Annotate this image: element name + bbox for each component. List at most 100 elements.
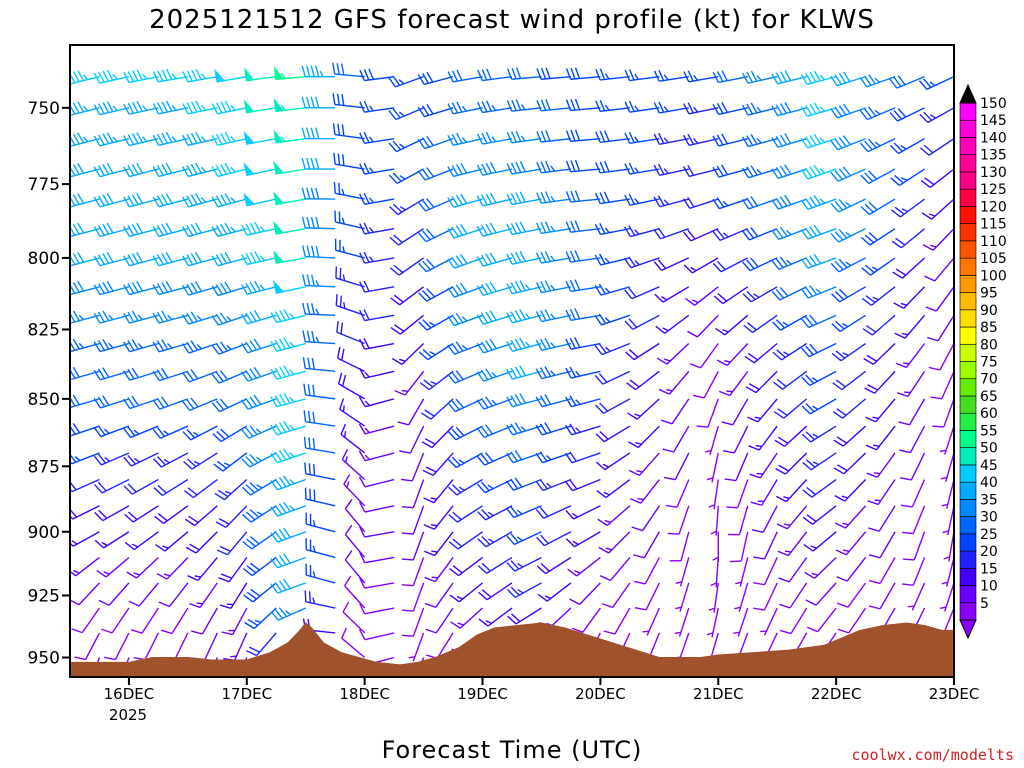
wind-barb: [537, 582, 572, 602]
wind-barb: [942, 505, 954, 536]
wind-barb: [124, 531, 159, 551]
wind-barb: [774, 425, 808, 447]
wind-barb: [212, 425, 248, 443]
wind-barb: [70, 608, 71, 610]
wind-barb: [535, 505, 572, 519]
wind-barbs-layer: [70, 62, 954, 677]
wind-barb: [270, 475, 306, 491]
wind-barb: [420, 398, 454, 420]
wind-barb: [399, 425, 425, 454]
wind-barb: [708, 582, 719, 613]
wind-barb: [336, 320, 365, 345]
wind-barb: [926, 314, 954, 342]
wind-barb: [712, 164, 748, 178]
wind-barb: [419, 370, 454, 391]
wind-barb: [71, 607, 101, 634]
wind-barb: [344, 499, 366, 533]
plot-frame: [69, 44, 955, 678]
wind-barb: [124, 505, 159, 523]
wind-barb: [742, 286, 778, 303]
wind-barb: [187, 557, 218, 582]
wind-barb: [833, 425, 867, 447]
wind-barb: [771, 226, 807, 241]
wind-barb: [152, 162, 189, 178]
wind-barb: [305, 512, 336, 533]
y-tick-label: 875: [28, 457, 60, 477]
wind-barb: [401, 607, 425, 637]
wind-barb: [866, 452, 896, 478]
wind-barb: [653, 69, 689, 82]
wind-barb: [240, 280, 277, 295]
wind-barb: [123, 251, 159, 267]
wind-barb: [358, 450, 395, 462]
wind-barb: [860, 228, 896, 246]
wind-barb: [152, 280, 189, 296]
colorbar-label: 90: [980, 303, 998, 319]
wind-barb: [98, 582, 130, 606]
wind-barb: [273, 129, 306, 144]
wind-barb: [595, 68, 630, 81]
chart-title: 2025121512 GFS forecast wind profile (kt…: [149, 5, 875, 35]
wind-barb: [449, 556, 483, 577]
wind-barb: [123, 478, 159, 495]
wind-barb: [340, 423, 366, 454]
wind-barb: [94, 505, 130, 522]
colorbar-swatch: [959, 499, 977, 517]
wind-barb: [805, 582, 837, 606]
wind-barb: [273, 160, 306, 175]
wind-barb: [741, 134, 778, 148]
wind-barb: [214, 68, 247, 83]
wind-barb: [802, 505, 837, 525]
wind-barb: [448, 531, 483, 550]
wind-barb: [359, 280, 395, 293]
wind-barb: [868, 505, 896, 532]
wind-barb: [830, 198, 866, 213]
wind-barb: [359, 100, 395, 113]
wind-barb: [123, 193, 159, 208]
wind-barb: [182, 193, 218, 208]
wind-barb: [535, 366, 572, 380]
wind-barb: [70, 371, 71, 373]
wind-barb: [477, 531, 513, 548]
wind-barb: [477, 100, 513, 114]
wind-barb: [397, 398, 425, 426]
wind-barb: [595, 425, 631, 443]
wind-barb: [390, 314, 425, 335]
colorbar-label: 105: [980, 251, 1007, 267]
wind-barb: [243, 99, 277, 114]
wind-barb: [801, 425, 837, 443]
plot-area: [70, 62, 954, 677]
colorbar-swatch: [959, 481, 977, 500]
colorbar-swatch: [959, 119, 977, 138]
wind-barb: [565, 98, 601, 112]
wind-barb: [241, 452, 277, 468]
colorbar-label: 130: [980, 165, 1007, 181]
wind-barb: [506, 505, 542, 519]
colorbar-label: 25: [980, 527, 998, 543]
colorbar-swatch: [959, 240, 977, 259]
wind-barb: [708, 479, 719, 510]
colorbar-swatch: [959, 257, 977, 276]
wind-barb: [633, 557, 660, 585]
wind-barb: [344, 575, 366, 609]
wind-barb: [565, 531, 601, 548]
wind-barb: [723, 425, 749, 454]
wind-barb: [775, 452, 808, 475]
wind-barb: [302, 302, 336, 317]
wind-barb: [215, 505, 248, 528]
wind-barb: [567, 556, 601, 577]
wind-barb: [941, 479, 954, 509]
colorbar-swatch: [959, 464, 977, 483]
colorbar-label: 10: [980, 579, 998, 595]
wind-barb: [656, 343, 690, 365]
wind-barb: [506, 99, 542, 112]
wind-barb: [594, 370, 631, 385]
wind-barb: [302, 357, 336, 373]
wind-barb: [123, 69, 159, 84]
wind-barb: [743, 314, 778, 334]
wind-barb: [240, 394, 277, 410]
y-tick-label: 900: [28, 523, 60, 543]
wind-barb: [425, 607, 454, 634]
wind-barb: [359, 222, 395, 235]
wind-barb: [152, 367, 189, 382]
